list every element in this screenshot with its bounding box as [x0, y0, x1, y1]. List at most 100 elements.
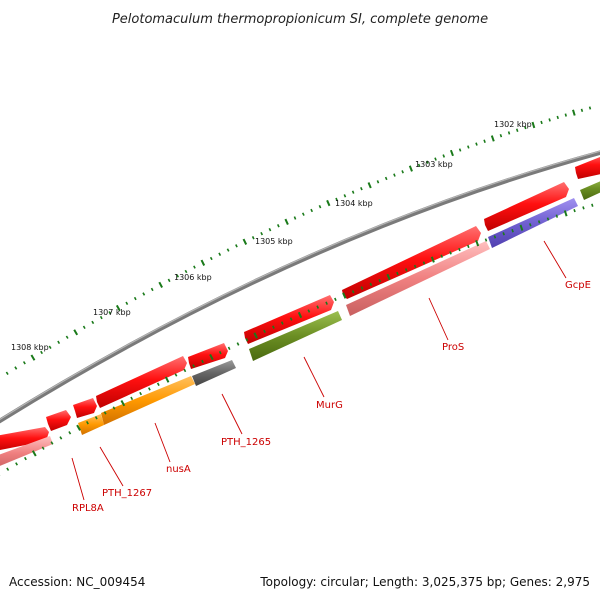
scale-tick	[22, 361, 26, 365]
gene-label-pros[interactable]: ProS	[442, 342, 464, 353]
scale-tick	[301, 212, 305, 216]
scale-ticks	[0, 106, 592, 380]
scale-tick	[242, 238, 248, 245]
scale-tick	[529, 223, 532, 227]
scale-tick	[40, 350, 43, 355]
scale-label-1303: 1303 kbp	[415, 160, 453, 169]
scale-tick	[393, 173, 396, 177]
scale-tick	[263, 329, 266, 334]
scale-tick	[226, 248, 230, 252]
scale-tick	[310, 208, 314, 213]
scale-tick	[573, 208, 576, 213]
gene-bar-orange[interactable]	[101, 376, 195, 425]
scale-tick	[442, 154, 446, 158]
scale-tick	[209, 353, 214, 361]
scale-tick	[209, 256, 213, 261]
gene-arrow-red[interactable]	[46, 410, 71, 431]
scale-tick	[401, 170, 404, 174]
gene-arrow-red[interactable]	[484, 182, 569, 231]
scale-tick	[272, 325, 275, 329]
gene-bar-pink[interactable]	[0, 436, 53, 470]
scale-tick	[82, 325, 86, 329]
scale-tick	[125, 301, 129, 305]
scale-tick	[251, 236, 255, 240]
scale-tick	[335, 197, 338, 202]
gene-bar-orange[interactable]	[78, 414, 104, 435]
scale-tick	[235, 244, 238, 248]
gene-bar-olive[interactable]	[249, 311, 342, 361]
gene-arrow-red[interactable]	[96, 356, 187, 408]
scale-tick	[511, 229, 514, 233]
scale-tick	[499, 133, 503, 138]
scale-tick	[24, 456, 27, 461]
scale-label-1305: 1305 kbp	[255, 237, 293, 246]
scale-tick	[218, 252, 222, 256]
scale-tick	[515, 128, 519, 132]
scale-tick	[396, 271, 399, 276]
scale-tick	[284, 218, 289, 226]
gene-arrow-red[interactable]	[244, 295, 334, 344]
scale-tick	[548, 118, 551, 122]
scale-tick	[417, 163, 421, 168]
gene-bar-pink[interactable]	[346, 241, 490, 316]
scale-tick	[404, 268, 408, 272]
gene-arrow-red[interactable]	[73, 398, 97, 418]
gene-label-rpl8a[interactable]: RPL8A	[72, 503, 104, 514]
gene-label-gcpe[interactable]: GcpE	[565, 280, 591, 291]
gene-bar-olive[interactable]	[580, 177, 600, 200]
genome-backbone	[0, 150, 600, 424]
scale-tick	[236, 342, 240, 346]
gene-features	[0, 153, 600, 470]
gene-label-pth-1267[interactable]: PTH_1267	[102, 488, 152, 499]
scale-tick	[50, 441, 54, 445]
scale-tick	[351, 190, 355, 194]
scale-tick	[531, 121, 536, 129]
scale-tick	[378, 278, 382, 283]
scale-tick	[115, 304, 121, 312]
gene-arrow-red[interactable]	[342, 226, 481, 299]
scale-tick	[245, 338, 249, 342]
scale-tick	[174, 373, 178, 377]
scale-tick	[434, 157, 437, 161]
gene-arrow-red[interactable]	[575, 153, 600, 179]
scale-tick	[334, 297, 337, 302]
scale-tick	[440, 254, 443, 258]
gene-labels: RPL8A PTH_1267 nusA PTH_1265 MurG ProS G…	[72, 280, 591, 514]
scale-tick	[483, 139, 486, 143]
gene-arrow-red[interactable]	[188, 343, 228, 369]
scale-tick	[99, 315, 103, 320]
scale-tick	[289, 317, 293, 321]
gene-label-murg[interactable]: MurG	[316, 400, 343, 411]
scale-tick	[130, 396, 134, 401]
scale-tick	[351, 290, 355, 294]
gene-arrow-red[interactable]	[0, 427, 49, 452]
scale-label-1308: 1308 kbp	[11, 343, 49, 352]
scale-tick	[108, 311, 112, 315]
scale-tick	[426, 160, 429, 164]
scale-tick	[408, 165, 413, 172]
scale-tick	[142, 292, 146, 296]
scale-tick	[201, 359, 204, 364]
gene-label-pth-1265[interactable]: PTH_1265	[221, 437, 271, 448]
scale-tick	[94, 416, 98, 420]
scale-tick	[325, 301, 328, 305]
map-title: Pelotomaculum thermopropionicum SI, comp…	[112, 12, 488, 27]
scale-tick	[519, 224, 524, 231]
gene-leader-lines	[71, 240, 567, 501]
scale-tick	[458, 148, 462, 152]
scale-tick	[475, 142, 478, 146]
scale-tick	[30, 354, 36, 361]
scale-tick	[540, 120, 543, 125]
gene-bar-purple[interactable]	[488, 198, 578, 248]
scale-tick	[564, 113, 567, 117]
scale-tick	[193, 265, 196, 269]
scale-tick	[6, 467, 10, 471]
gene-bar-gray[interactable]	[192, 360, 236, 386]
topology-text: Topology: circular; Length: 3,025,375 bp…	[259, 575, 590, 589]
scale-tick	[297, 311, 303, 319]
scale-tick	[253, 332, 258, 339]
scale-tick	[268, 227, 272, 232]
scale-tick	[48, 345, 52, 350]
lower-ticks	[0, 201, 600, 476]
gene-label-nusa[interactable]: nusA	[166, 464, 191, 475]
